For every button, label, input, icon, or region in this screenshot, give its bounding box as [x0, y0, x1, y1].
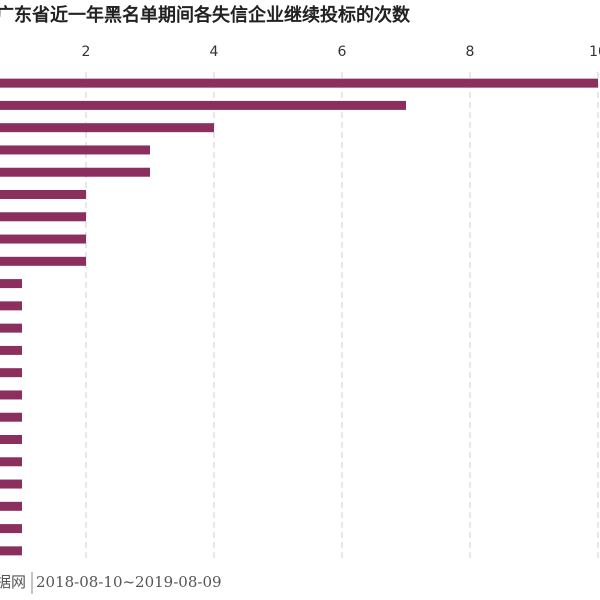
- bar: [0, 524, 22, 534]
- x-tick-label: 4: [210, 44, 219, 60]
- bar: [0, 546, 22, 556]
- bar: [0, 457, 22, 467]
- bar: [0, 256, 86, 266]
- bar: [0, 279, 22, 289]
- bar: [0, 234, 86, 244]
- bar: [0, 390, 22, 400]
- x-tick-label: 8: [466, 44, 475, 60]
- bar: [0, 78, 598, 88]
- footer-date-range: 2018-08-10~2019-08-09: [36, 573, 222, 591]
- bar: [0, 435, 22, 444]
- bar: [0, 412, 22, 422]
- chart-title: 广东省近一年黑名单期间各失信企业继续投标的次数: [0, 4, 411, 26]
- bar: [0, 100, 406, 110]
- bar: [0, 190, 86, 199]
- bar: [0, 123, 214, 133]
- bar: [0, 167, 150, 177]
- bar: [0, 323, 22, 333]
- x-tick-label: 10: [589, 44, 600, 60]
- bar: [0, 501, 22, 511]
- x-tick-label: 6: [338, 44, 347, 60]
- bar: [0, 212, 86, 222]
- bar: [0, 301, 22, 311]
- bar: [0, 345, 22, 355]
- footer-source: 据网: [0, 573, 26, 591]
- bar: [0, 368, 22, 378]
- bar: [0, 479, 22, 489]
- bar: [0, 145, 150, 155]
- x-tick-label: 2: [82, 44, 91, 60]
